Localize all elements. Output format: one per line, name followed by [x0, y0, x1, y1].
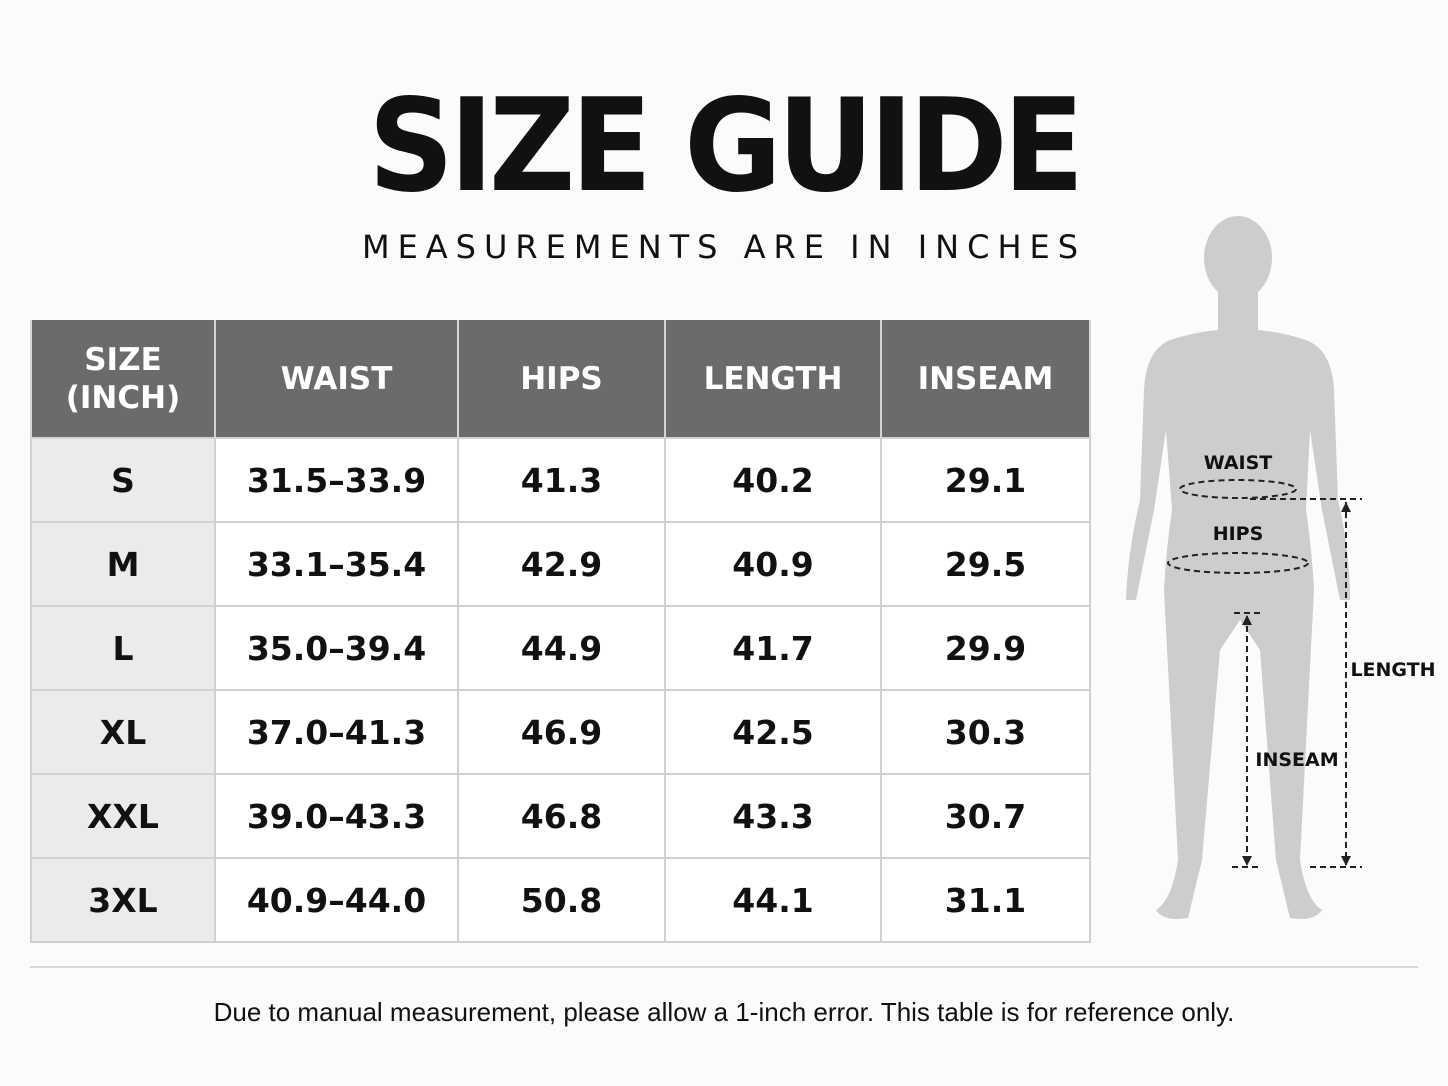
value-cell: 31.1	[880, 857, 1091, 943]
size-cell: M	[30, 521, 216, 607]
value-cell: 40.9–44.0	[214, 857, 459, 943]
value-cell: 29.1	[880, 437, 1091, 523]
table-row: 3XL 40.9–44.0 50.8 44.1 31.1	[30, 857, 1091, 943]
value-cell: 37.0–41.3	[214, 689, 459, 775]
value-cell: 46.9	[457, 689, 666, 775]
table-body: S 31.5–33.9 41.3 40.2 29.1 M 33.1–35.4 42.9 40.9…	[30, 437, 1091, 943]
size-cell: 3XL	[30, 857, 216, 943]
value-cell: 29.9	[880, 605, 1091, 691]
footer-note: Due to manual measurement, please allow …	[213, 997, 1235, 1027]
column-header: WAIST	[214, 320, 459, 439]
size-cell: S	[30, 437, 216, 523]
waist-label: WAIST	[1204, 452, 1273, 474]
value-cell: 41.3	[457, 437, 666, 523]
value-cell: 42.5	[664, 689, 882, 775]
header-row: SIZE (INCH) WAIST HIPS LENGTH INSEAM	[30, 320, 1091, 439]
title: SIZE GUIDE	[368, 72, 1084, 221]
value-cell: 42.9	[457, 521, 666, 607]
value-cell: 46.8	[457, 773, 666, 859]
table-row: L 35.0–39.4 44.9 41.7 29.9	[30, 605, 1091, 691]
silhouette	[1126, 216, 1350, 919]
subtitle: MEASUREMENTS ARE IN INCHES	[361, 228, 1087, 266]
hips-label: HIPS	[1213, 523, 1264, 545]
size-cell: XXL	[30, 773, 216, 859]
inseam-label: INSEAM	[1255, 749, 1338, 771]
size-cell: L	[30, 605, 216, 691]
value-cell: 30.7	[880, 773, 1091, 859]
length-label: LENGTH	[1350, 659, 1435, 681]
divider	[30, 966, 1418, 968]
value-cell: 29.5	[880, 521, 1091, 607]
measure-lines	[1167, 479, 1362, 868]
table-row: XL 37.0–41.3 46.9 42.5 30.3	[30, 689, 1091, 775]
table-row: S 31.5–33.9 41.3 40.2 29.1	[30, 437, 1091, 523]
value-cell: 44.9	[457, 605, 666, 691]
column-header: SIZE (INCH)	[30, 320, 216, 439]
value-cell: 43.3	[664, 773, 882, 859]
column-header: LENGTH	[664, 320, 882, 439]
value-cell: 44.1	[664, 857, 882, 943]
value-cell: 39.0–43.3	[214, 773, 459, 859]
value-cell: 35.0–39.4	[214, 605, 459, 691]
value-cell: 40.9	[664, 521, 882, 607]
size-cell: XL	[30, 689, 216, 775]
size-table: SIZE (INCH) WAIST HIPS LENGTH INSEAM S 31.5–3…	[30, 320, 1091, 943]
table-row: XXL 39.0–43.3 46.8 43.3 30.7	[30, 773, 1091, 859]
value-cell: 31.5–33.9	[214, 437, 459, 523]
value-cell: 33.1–35.4	[214, 521, 459, 607]
value-cell: 41.7	[664, 605, 882, 691]
column-header: HIPS	[457, 320, 666, 439]
value-cell: 30.3	[880, 689, 1091, 775]
value-cell: 40.2	[664, 437, 882, 523]
column-header: INSEAM	[880, 320, 1091, 439]
value-cell: 50.8	[457, 857, 666, 943]
body-figure: WAIST HIPS LENGTH INSEAM	[1126, 216, 1436, 919]
table-row: M 33.1–35.4 42.9 40.9 29.5	[30, 521, 1091, 607]
